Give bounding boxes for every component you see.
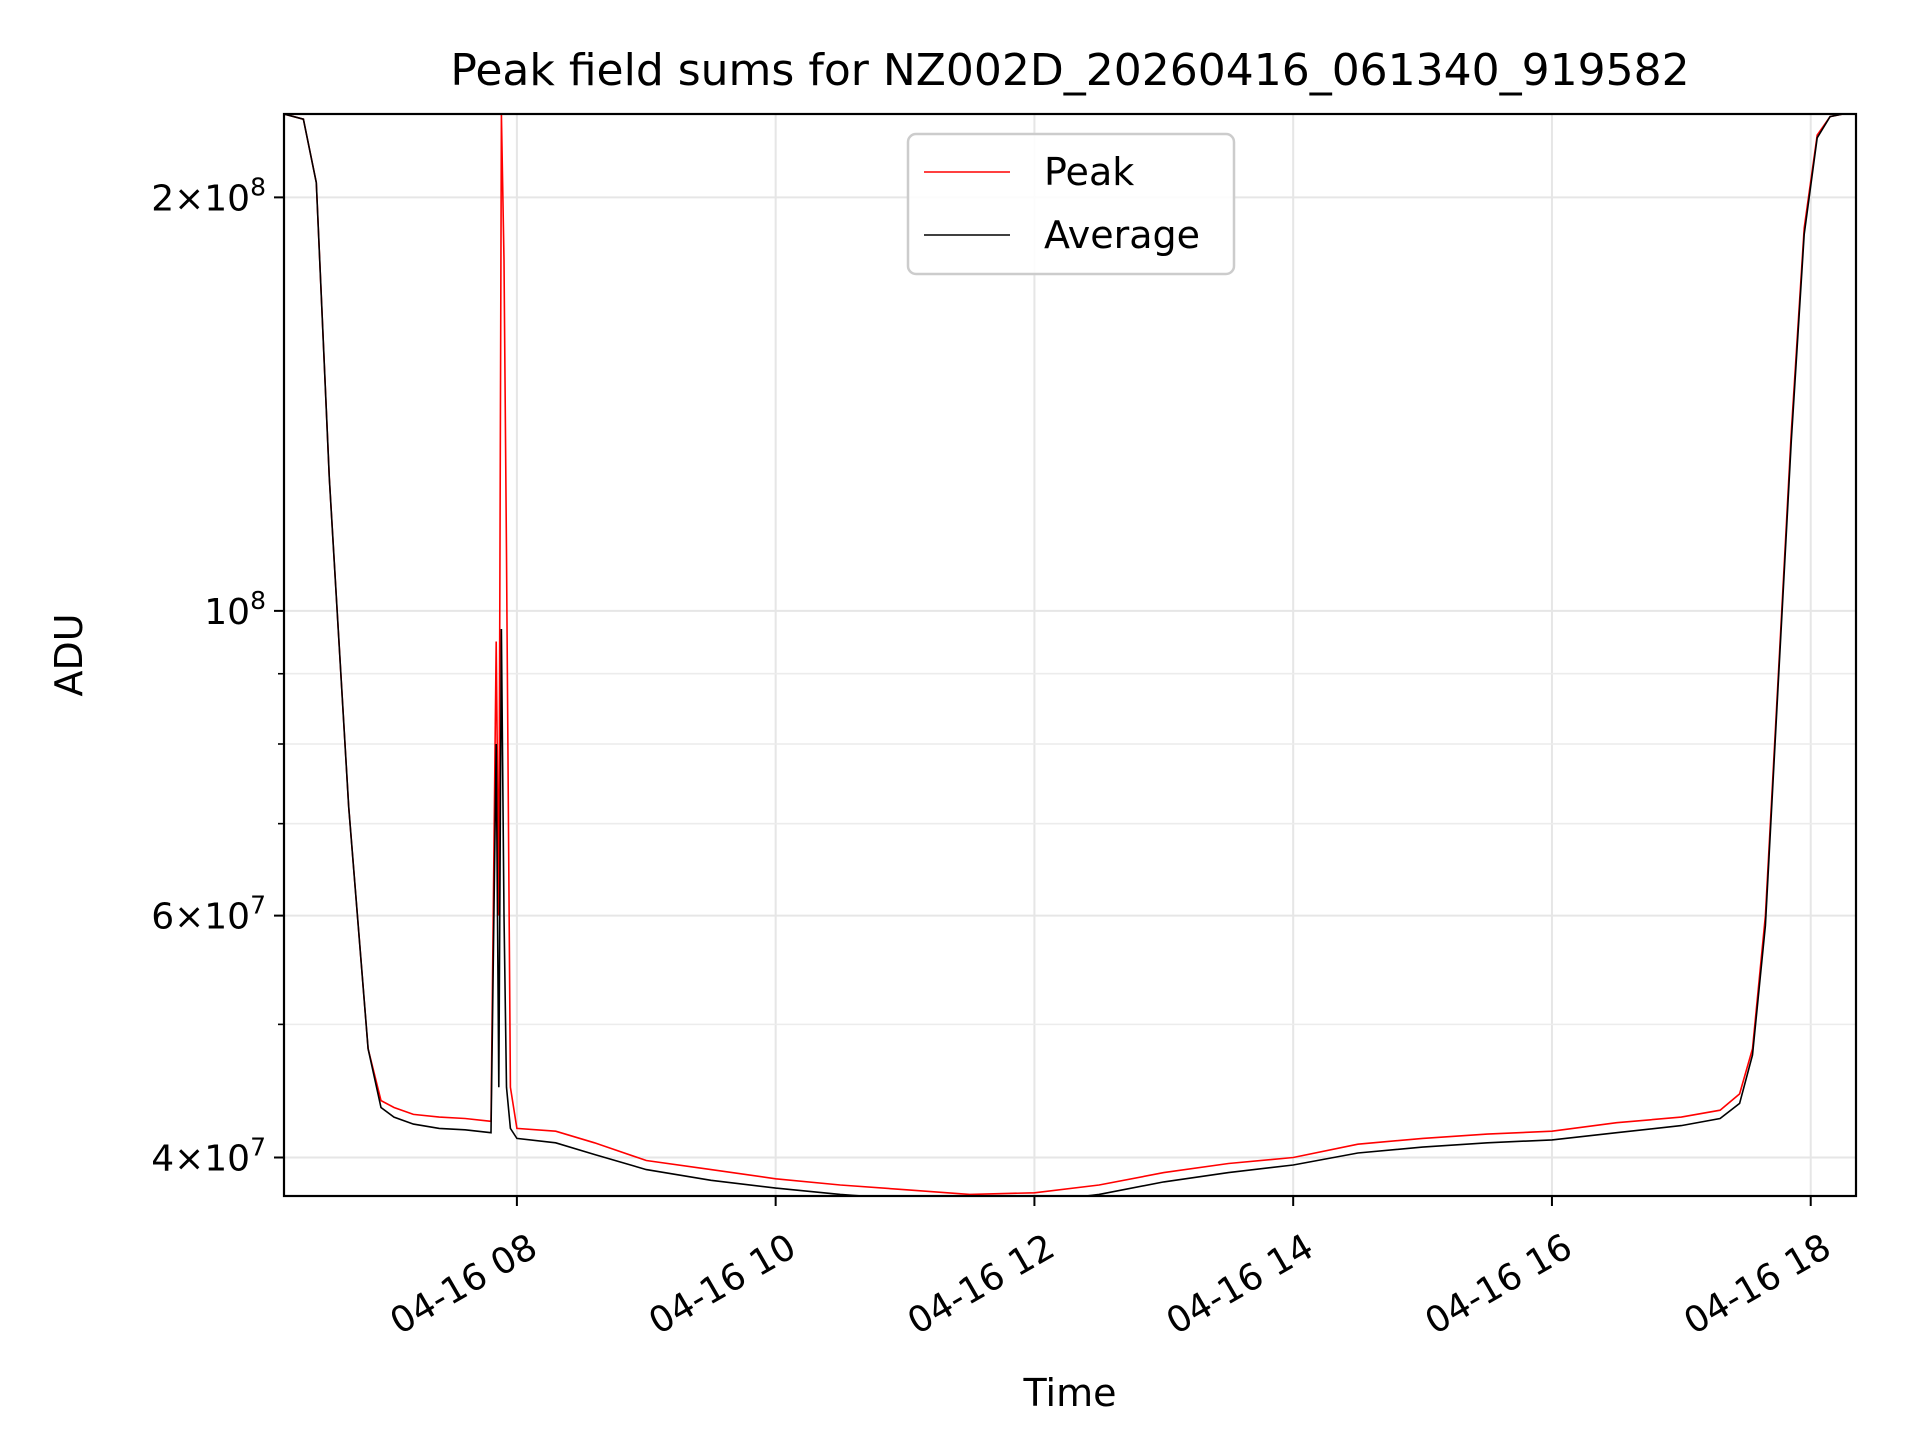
series-line-average [284,114,1856,1196]
plot-area [284,114,1856,1196]
x-axis-label: Time [1023,1371,1117,1415]
y-axis-label: ADU [47,613,91,696]
chart-title: Peak field sums for NZ002D_20260416_0613… [450,45,1689,96]
plot-frame [282,112,1858,1198]
legend-label-peak: Peak [1044,150,1134,194]
legend-label-average: Average [1044,213,1200,257]
y-tick-label: 6×107 [151,891,266,938]
y-tick-label: 4×107 [151,1132,266,1179]
legend-box [906,132,1236,276]
y-tick-label: 2×108 [151,172,266,219]
legend: Peak Average [906,132,1236,276]
